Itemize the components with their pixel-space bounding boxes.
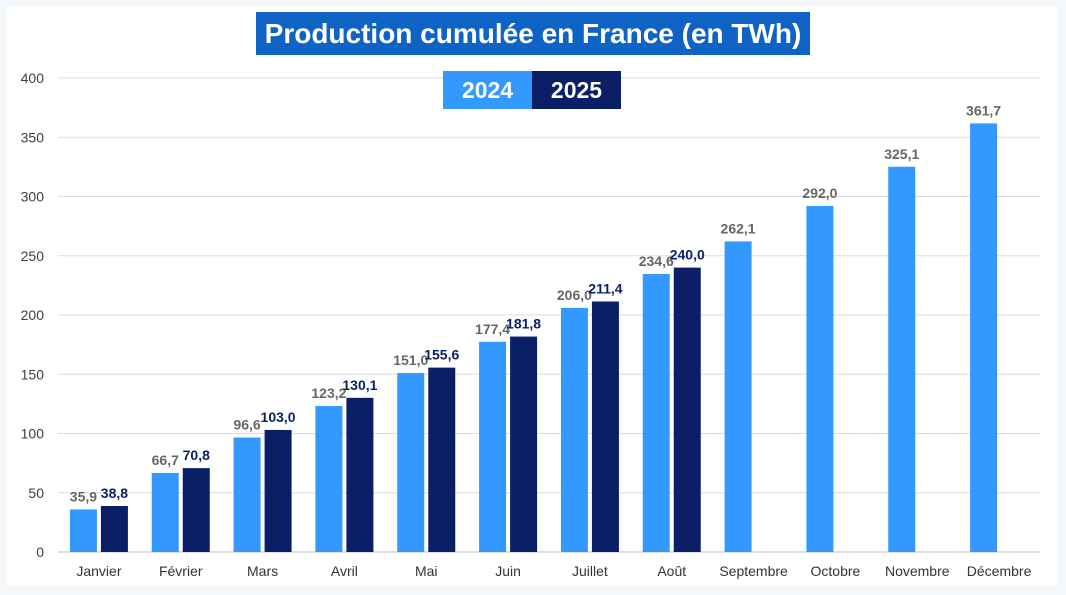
data-label-2024-février: 66,7	[152, 452, 179, 468]
y-tick-label: 250	[21, 248, 45, 264]
data-label-2024-mai: 151,0	[393, 352, 428, 368]
x-tick-label: Novembre	[885, 563, 950, 579]
bar-2024-novembre	[888, 166, 916, 552]
y-tick-label: 150	[21, 366, 45, 382]
data-label-2025-janvier: 38,8	[101, 485, 128, 501]
x-tick-label: Décembre	[967, 563, 1032, 579]
x-tick-label: Août	[657, 563, 686, 579]
x-tick-label: Octobre	[811, 563, 861, 579]
bar-2025-juin	[510, 336, 538, 552]
data-label-2024-novembre: 325,1	[884, 146, 919, 162]
bar-2024-juin	[479, 341, 507, 552]
bar-2025-mars	[264, 429, 292, 552]
y-tick-label: 400	[21, 70, 45, 86]
data-label-2024-décembre: 361,7	[966, 102, 1001, 118]
x-tick-label: Avril	[331, 563, 358, 579]
x-axis-ticks: Janvier Février Mars Avril Mai Juin Juillet Aoû…	[76, 563, 1031, 579]
bar-2024-août	[642, 273, 670, 552]
x-tick-label: Juin	[495, 563, 521, 579]
legend-item-2024: 2024	[443, 71, 532, 109]
data-label-2025-mars: 103,0	[261, 409, 296, 425]
data-label-2024-mars: 96,6	[233, 417, 260, 433]
bar-2024-janvier	[69, 509, 97, 552]
bar-2024-mai	[397, 373, 425, 552]
y-tick-label: 300	[21, 189, 45, 205]
data-label-2024-juillet: 206,0	[557, 287, 592, 303]
chart-title: Production cumulée en France (en TWh)	[256, 12, 810, 55]
data-label-2025-mai: 155,6	[424, 347, 459, 363]
bar-2025-avril	[346, 397, 374, 552]
bars	[69, 123, 998, 553]
x-tick-label: Février	[159, 563, 203, 579]
data-label-2025-février: 70,8	[183, 447, 210, 463]
bar-2024-septembre	[724, 241, 752, 552]
data-label-2024-octobre: 292,0	[802, 185, 837, 201]
y-tick-label: 0	[36, 544, 44, 560]
data-label-2024-avril: 123,2	[311, 385, 346, 401]
data-label-2025-avril: 130,1	[342, 377, 377, 393]
bar-2024-octobre	[806, 205, 834, 553]
x-tick-label: Janvier	[76, 563, 121, 579]
y-tick-label: 50	[28, 485, 44, 501]
data-label-2024-septembre: 262,1	[721, 220, 756, 236]
x-tick-label: Mai	[415, 563, 438, 579]
data-label-2024-août: 234,6	[639, 253, 674, 269]
bar-2025-juillet	[591, 301, 619, 552]
bar-2025-février	[182, 468, 210, 552]
data-label-2024-juin: 177,4	[475, 321, 510, 337]
legend-item-2025: 2025	[532, 71, 621, 109]
data-label-2024-janvier: 35,9	[70, 488, 97, 504]
legend: 2024 2025	[443, 71, 621, 109]
x-tick-label: Juillet	[572, 563, 608, 579]
y-tick-label: 200	[21, 307, 45, 323]
x-tick-label: Septembre	[719, 563, 788, 579]
bar-2024-février	[151, 472, 179, 552]
data-label-2025-août: 240,0	[670, 247, 705, 263]
x-tick-label: Mars	[247, 563, 278, 579]
bar-2025-janvier	[100, 506, 128, 552]
bar-2024-décembre	[970, 123, 998, 552]
y-axis-ticks: 0 50 100 150 200 250 300 350 400	[21, 70, 45, 560]
gridlines	[58, 77, 1040, 553]
bar-2024-mars	[233, 437, 261, 552]
bar-2024-juillet	[560, 307, 588, 552]
y-tick-label: 350	[21, 129, 45, 145]
bar-2024-avril	[315, 406, 343, 552]
bar-2025-août	[673, 267, 701, 552]
data-label-2025-juin: 181,8	[506, 316, 541, 332]
bar-2025-mai	[428, 367, 456, 552]
data-label-2025-juillet: 211,4	[588, 280, 622, 296]
y-tick-label: 100	[21, 426, 45, 442]
